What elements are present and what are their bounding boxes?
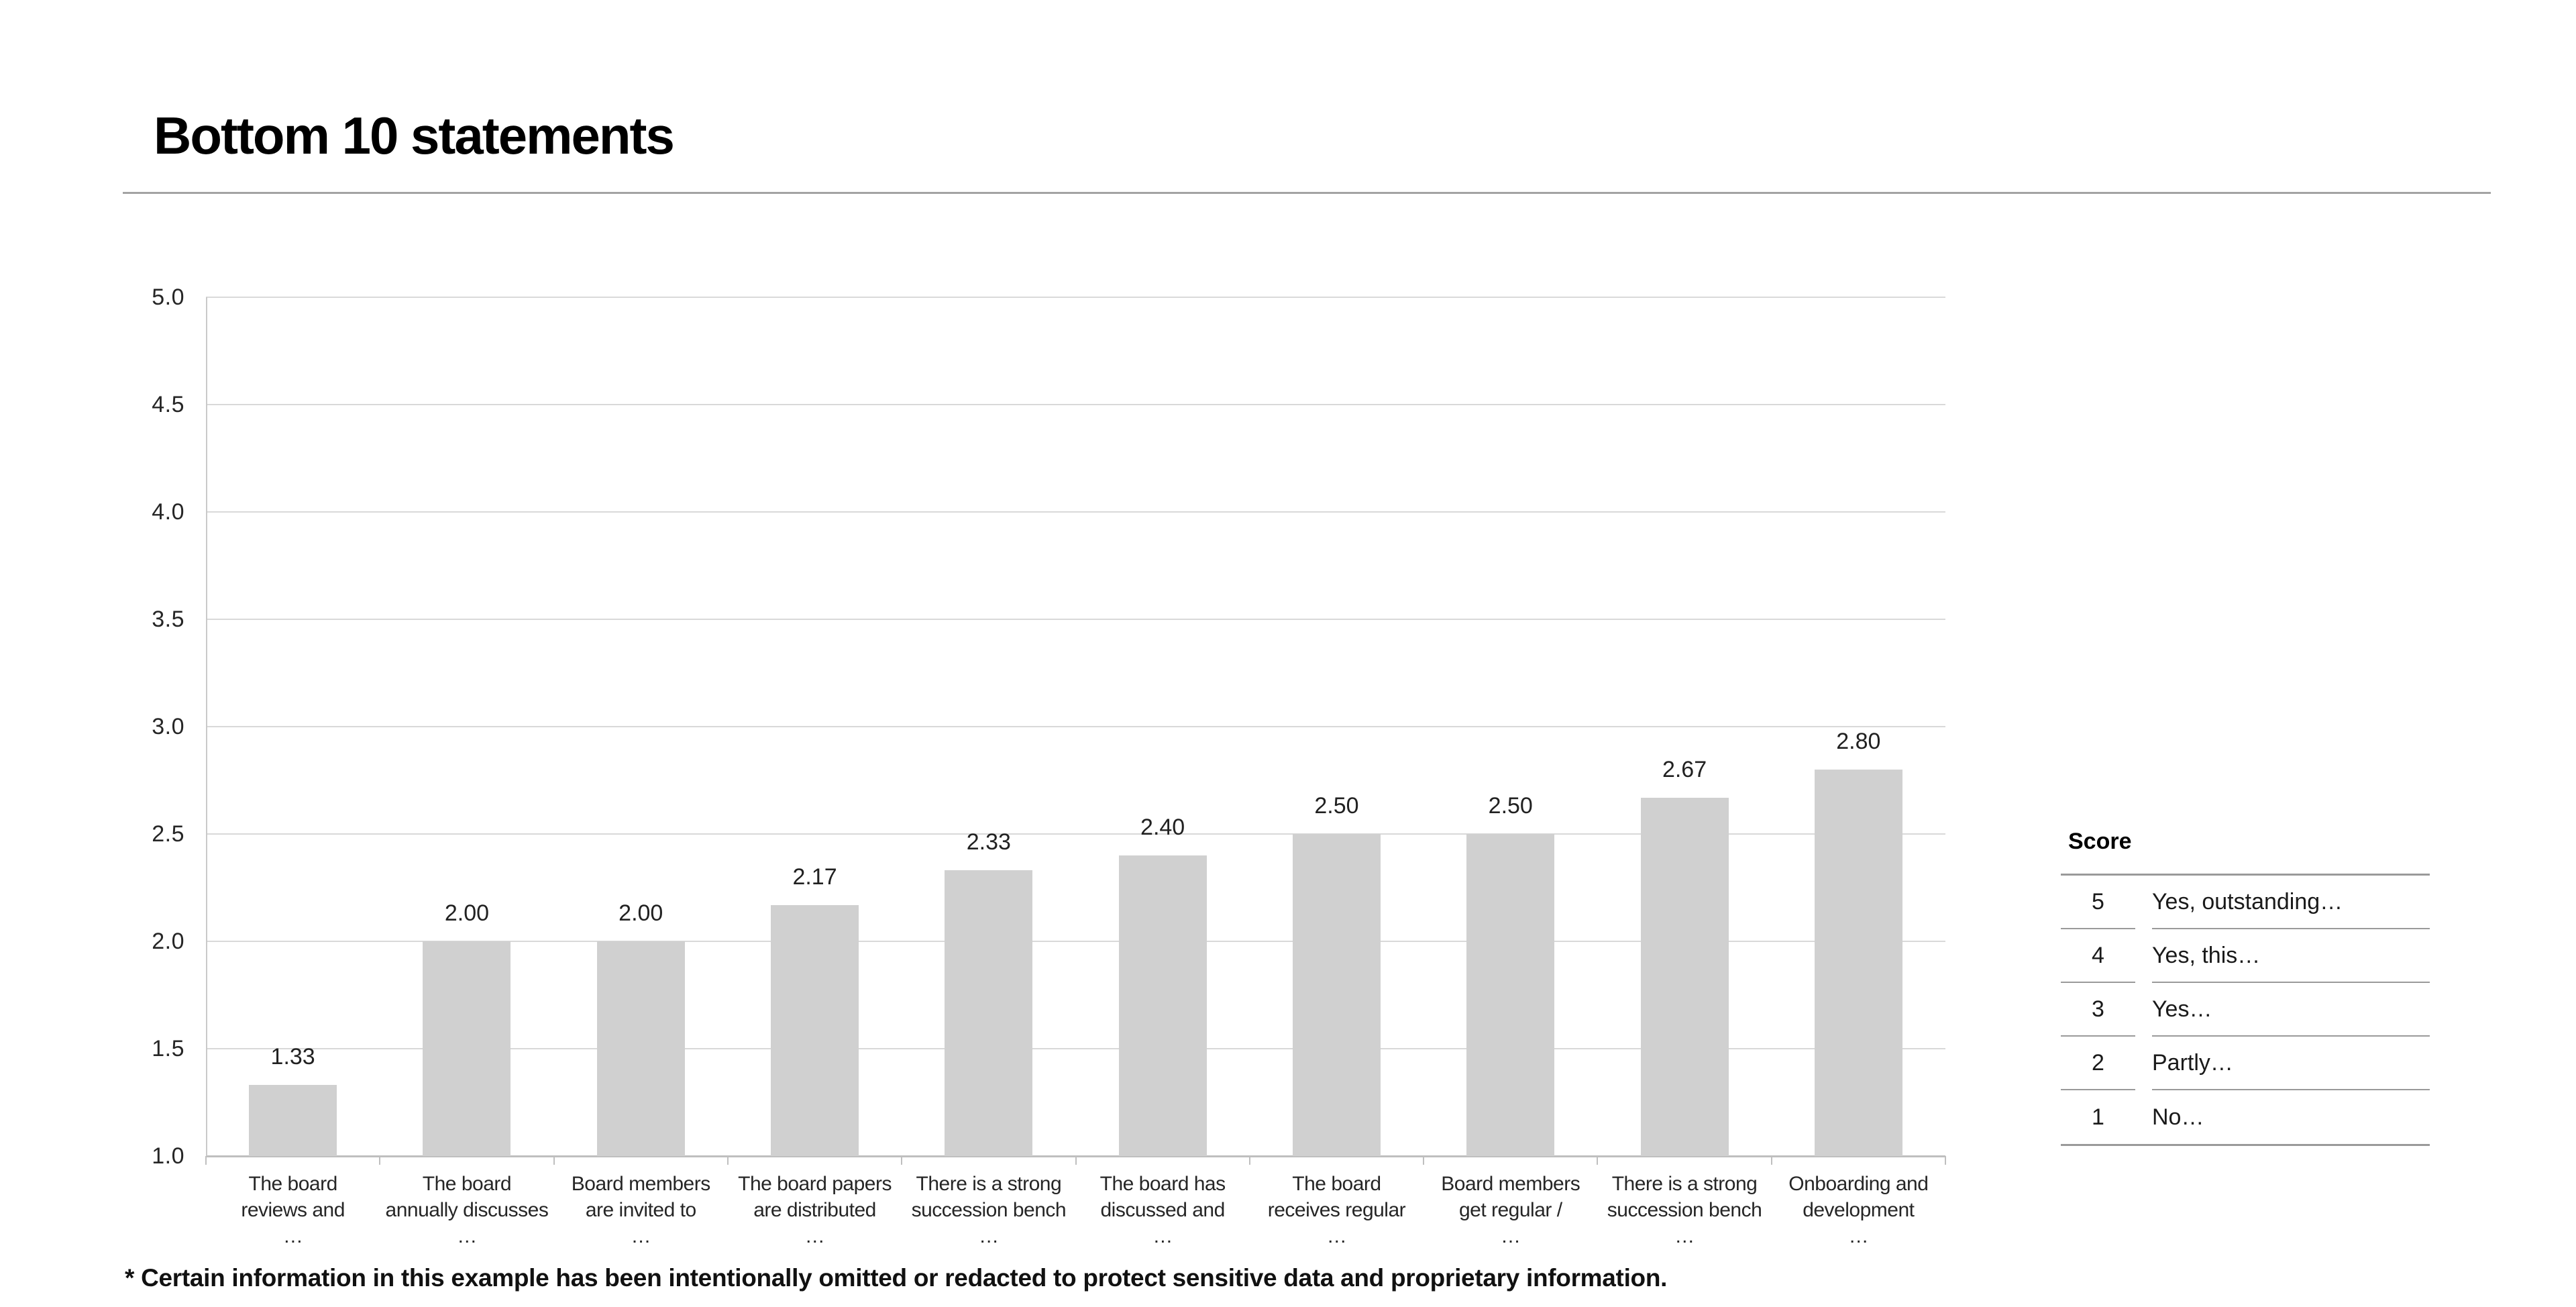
bar-value-label: 2.17 [792,864,837,890]
footnote: * Certain information in this example ha… [125,1264,1668,1292]
x-axis-category-label: Onboarding and development… [1788,1173,1929,1247]
gridline [206,511,1945,513]
x-axis-category-label: Board members are invited to… [571,1173,710,1247]
x-axis-category-label: There is a strong succession bench… [911,1173,1067,1247]
score-legend-title: Score [2068,829,2132,854]
score-column-gap [2135,876,2152,929]
score-description: Yes, outstanding… [2152,876,2430,929]
score-column-gap [2135,929,2152,983]
bar [1466,834,1555,1156]
bar-value-label: 2.50 [1314,793,1359,819]
score-row: 2 Partly… [2061,1037,2430,1090]
x-axis-category-label: The board receives regular… [1267,1173,1406,1247]
gridline [206,833,1945,835]
score-description: No… [2152,1104,2204,1130]
score-column-gap [2135,1090,2152,1144]
bar [1292,834,1381,1156]
score-description: Partly… [2152,1037,2430,1090]
x-axis-tick [1770,1156,1772,1165]
score-row: 1 No… [2061,1090,2430,1144]
score-legend-table: 5 Yes, outstanding… 4 Yes, this… 3 Yes… 2 Partl… [2061,874,2430,1146]
bar-value-label: 2.33 [966,829,1011,855]
score-column-gap [2135,1037,2152,1090]
bar [423,941,511,1156]
x-axis-tick [1075,1156,1077,1165]
x-axis-category-label: There is a strong succession bench… [1607,1173,1762,1247]
score-description: Yes, this… [2152,929,2430,983]
x-axis-tick [553,1156,555,1165]
x-axis-tick [727,1156,729,1165]
bar [1814,770,1902,1156]
x-axis-category-label: The board papers are distributed… [738,1173,892,1247]
score-value: 1 [2092,1104,2104,1130]
y-axis-tick-label: 1.5 [152,1036,184,1061]
x-axis-category-label: The board has discussed and… [1099,1173,1226,1247]
bar-value-label: 1.33 [270,1044,315,1070]
x-axis-tick [205,1156,207,1165]
x-axis-tick [1248,1156,1250,1165]
bar-value-label: 2.67 [1662,756,1707,782]
bar-value-label: 2.80 [1836,729,1881,754]
y-axis-tick-label: 5.0 [152,284,184,310]
page-title: Bottom 10 statements [154,106,675,165]
gridline [206,619,1945,620]
x-axis-tick [1945,1156,1946,1165]
bar [945,870,1033,1156]
bar-value-label: 2.50 [1488,793,1533,819]
x-axis-tick [1597,1156,1599,1165]
bar [596,941,685,1156]
score-column-gap [2135,983,2152,1037]
y-axis-tick-label: 1.0 [152,1143,184,1169]
bar-value-label: 2.00 [444,900,490,926]
y-axis-tick-label: 3.5 [152,607,184,632]
gridline [206,1048,1945,1049]
x-axis-tick [379,1156,381,1165]
bar-value-label: 2.40 [1140,815,1185,840]
gridline [206,941,1945,942]
bar [1640,797,1729,1156]
y-axis-tick-label: 2.5 [152,821,184,847]
score-value: 4 [2061,929,2135,983]
y-axis-tick-label: 3.0 [152,714,184,739]
x-axis-tick [901,1156,903,1165]
title-divider [123,192,2491,194]
score-row: 3 Yes… [2061,983,2430,1037]
bar-value-label: 2.00 [619,900,663,926]
y-axis-tick-label: 4.5 [152,392,184,417]
score-value: 3 [2061,983,2135,1037]
bar [1118,855,1207,1156]
y-axis-line [206,297,207,1156]
x-axis-category-label: The board annually discusses… [385,1173,549,1247]
bar [249,1085,337,1156]
y-axis-tick-label: 2.0 [152,929,184,954]
score-value: 5 [2061,876,2135,929]
gridline [206,726,1945,727]
gridline [206,297,1945,298]
score-row: 5 Yes, outstanding… [2061,876,2430,929]
bar [771,904,859,1156]
gridline [206,404,1945,405]
y-axis-tick-label: 4.0 [152,499,184,525]
x-axis-category-label: Board members get regular /… [1441,1173,1580,1247]
score-value: 2 [2061,1037,2135,1090]
x-axis-category-label: The board reviews and… [241,1173,345,1247]
x-axis-tick [1423,1156,1425,1165]
score-description: Yes… [2152,983,2430,1037]
score-row: 4 Yes, this… [2061,929,2430,983]
